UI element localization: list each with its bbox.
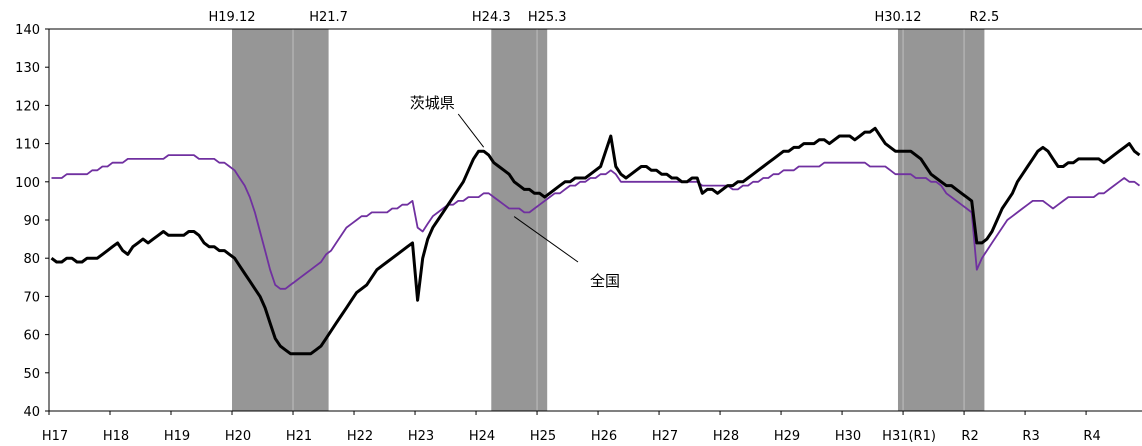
x-tick-label: H31(R1) [882,429,936,444]
y-tick-label: 80 [23,252,40,267]
annotation-leader [457,113,485,148]
recession-peak-label: H30.12 [874,10,921,25]
recession-trough-label: H21.7 [309,10,348,25]
y-tick-label: 120 [15,99,40,114]
x-tick-label: H24 [469,429,495,444]
x-tick-label: R2 [961,429,978,444]
x-tick-label: H22 [347,429,373,444]
series-line-national [51,154,1141,290]
x-tick-label: H30 [835,429,861,444]
annotation-ibaraki-label: 茨城県 [410,94,455,112]
recession-trough-label: H25.3 [528,10,567,25]
y-tick-label: 70 [23,290,40,305]
recession-band [897,29,985,411]
recession-peak-label: H24.3 [472,10,511,25]
annotation-leader [513,216,579,263]
y-tick-label: 100 [15,176,40,191]
x-tick-label: H27 [652,429,678,444]
annotation-national-label: 全国 [590,272,620,290]
x-tick-label: H28 [713,429,739,444]
x-tick-label: H23 [408,429,434,444]
y-tick-label: 50 [23,367,40,382]
y-tick-label: 130 [15,61,40,76]
x-tick-label: H20 [225,429,251,444]
x-tick-label: H21 [286,429,312,444]
recession-trough-label: R2.5 [970,10,1000,25]
x-tick-label: R4 [1083,429,1100,444]
recession-band [232,29,329,411]
series-line-ibaraki [50,126,1141,356]
x-tick-label: H17 [42,429,68,444]
recession-peak-label: H19.12 [209,10,256,25]
y-tick-label: 40 [23,405,40,420]
x-tick-label: H19 [164,429,190,444]
x-tick-label: R3 [1022,429,1039,444]
y-tick-label: 140 [15,23,40,38]
x-tick-label: H29 [774,429,800,444]
y-tick-label: 90 [23,214,40,229]
y-tick-label: 110 [15,138,40,153]
x-tick-label: H25 [530,429,556,444]
x-tick-label: H18 [103,429,129,444]
x-tick-label: H26 [591,429,617,444]
y-tick-label: 60 [23,329,40,344]
